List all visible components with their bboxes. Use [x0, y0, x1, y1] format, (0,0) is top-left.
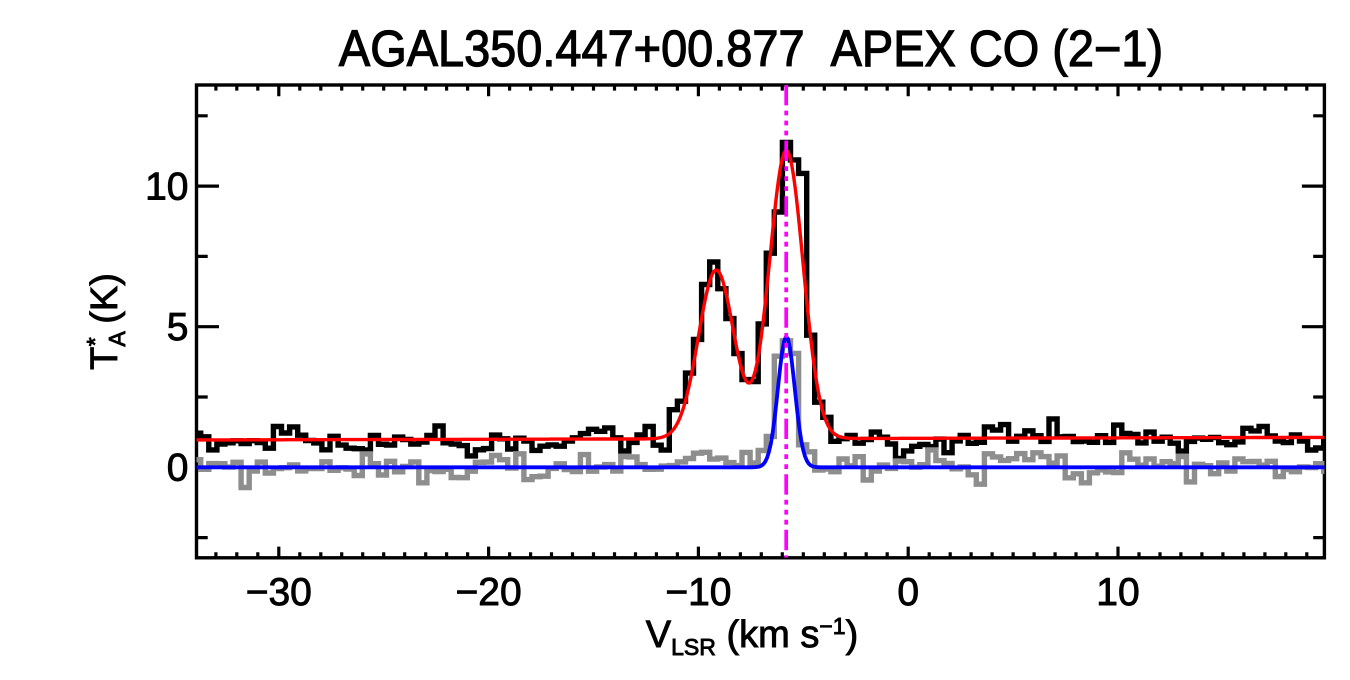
svg-text:0: 0: [167, 447, 189, 490]
svg-text:TA* (K): TA* (K): [82, 273, 130, 370]
svg-text:5: 5: [167, 306, 189, 349]
svg-text:−20: −20: [456, 571, 522, 614]
svg-text:0: 0: [897, 571, 919, 614]
svg-text:10: 10: [1096, 571, 1139, 614]
svg-text:−30: −30: [246, 571, 312, 614]
svg-text:−10: −10: [665, 571, 731, 614]
svg-text:10: 10: [145, 165, 188, 208]
svg-text:AGAL350.447+00.877 APEX CO (2: AGAL350.447+00.877 APEX CO (2−1): [339, 21, 1163, 77]
